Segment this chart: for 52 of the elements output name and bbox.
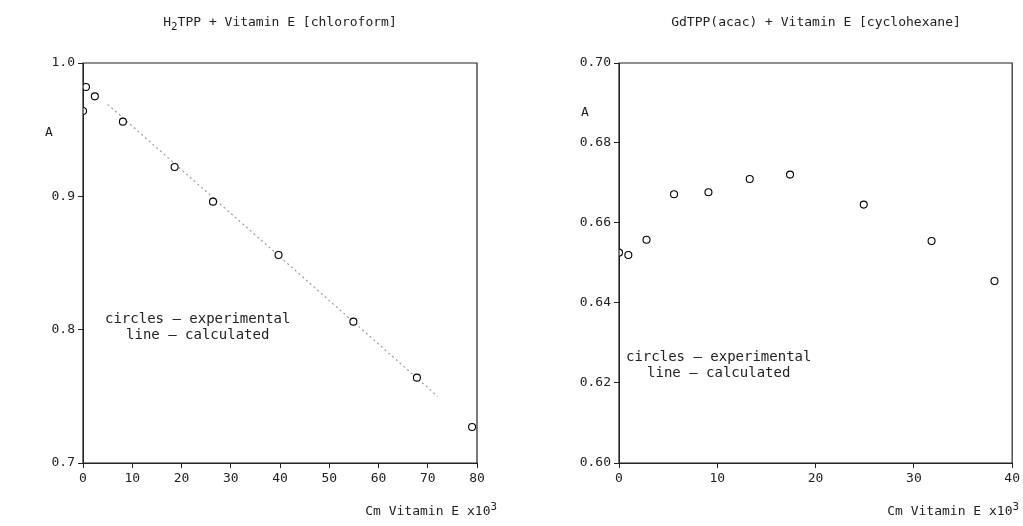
y-tick-label: 0.7 [51, 454, 75, 470]
y-tick-label: 0.8 [51, 321, 75, 337]
x-tick-label: 0 [79, 470, 87, 486]
point [274, 250, 283, 260]
point [669, 190, 679, 199]
y-tick-label: 0.70 [579, 54, 611, 70]
y-axis-title: A [581, 104, 589, 119]
x-axis-title: Cm Vitamin E x10$^{3}$ [887, 500, 1019, 519]
y-tick-label: 1.0 [51, 54, 75, 70]
point [468, 422, 477, 432]
point [785, 170, 795, 179]
point [90, 92, 99, 101]
y-axis-title: A [45, 124, 53, 139]
x-tick-label: 80 [469, 470, 485, 486]
chart-title: GdTPP(acac) + Vitamin E [cyclohexane] [670, 14, 962, 29]
annotation: circles – experimental [105, 310, 291, 326]
x-tick-label: 20 [173, 470, 190, 486]
x-tick-label: 40 [1004, 470, 1020, 486]
point [624, 250, 633, 260]
x-tick-label: 10 [709, 470, 726, 486]
x-axis-title: Cm Vitamin E x10$^{3}$ [365, 500, 497, 519]
point [83, 82, 91, 92]
point [642, 235, 651, 244]
y-tick-label: 0.64 [579, 294, 612, 310]
x-tick-label: 30 [222, 470, 239, 486]
x-tick-label: 70 [419, 470, 436, 486]
point [927, 236, 936, 246]
y-tick-label: 0.68 [579, 134, 611, 150]
x-tick-label: 60 [370, 470, 387, 486]
point [990, 276, 999, 286]
point [349, 317, 358, 326]
y-tick-label: 0.9 [51, 187, 75, 203]
x-tick-label: 30 [906, 470, 922, 486]
annotation: line – calculated [125, 326, 271, 342]
point [412, 373, 421, 382]
chart-title: H$_{2}$TPP + Vitamin E [chloroform] [162, 14, 398, 33]
y-tick-label: 0.62 [579, 374, 611, 390]
point [118, 117, 127, 126]
y-tick-label: 0.66 [579, 214, 611, 230]
x-tick-label: 0 [615, 470, 623, 486]
annotation: circles – experimental [626, 348, 812, 364]
x-tick-label: 10 [124, 470, 141, 486]
x-tick-label: 50 [321, 470, 338, 486]
point [745, 174, 754, 184]
point [208, 197, 218, 206]
annotation: line – calculated [646, 364, 792, 380]
point [704, 188, 713, 197]
x-tick-label: 40 [272, 470, 288, 486]
point [170, 162, 179, 172]
x-tick-label: 20 [807, 470, 824, 486]
point [859, 200, 868, 209]
y-tick-label: 0.60 [579, 454, 611, 470]
